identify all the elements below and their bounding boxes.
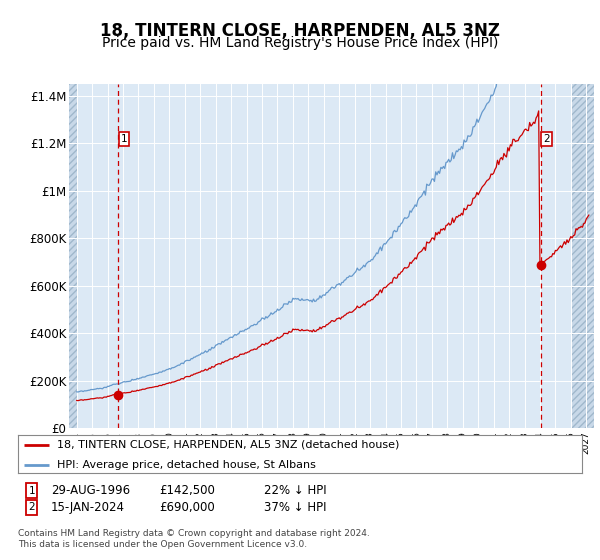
Bar	[571, 84, 594, 428]
Text: 2: 2	[544, 134, 550, 144]
Text: £142,500: £142,500	[159, 484, 215, 497]
Text: Price paid vs. HM Land Registry's House Price Index (HPI): Price paid vs. HM Land Registry's House …	[102, 36, 498, 50]
Text: 2: 2	[28, 502, 35, 512]
Text: HPI: Average price, detached house, St Albans: HPI: Average price, detached house, St A…	[58, 460, 316, 470]
Text: 37% ↓ HPI: 37% ↓ HPI	[264, 501, 326, 514]
Bar	[69, 84, 77, 428]
Text: 1: 1	[28, 486, 35, 496]
Text: 1: 1	[121, 134, 127, 144]
Text: 15-JAN-2024: 15-JAN-2024	[51, 501, 125, 514]
Bar	[69, 84, 77, 428]
Text: 18, TINTERN CLOSE, HARPENDEN, AL5 3NZ (detached house): 18, TINTERN CLOSE, HARPENDEN, AL5 3NZ (d…	[58, 440, 400, 450]
Bar	[571, 84, 594, 428]
Text: 22% ↓ HPI: 22% ↓ HPI	[264, 484, 326, 497]
Text: Contains HM Land Registry data © Crown copyright and database right 2024.
This d: Contains HM Land Registry data © Crown c…	[18, 529, 370, 549]
Text: 29-AUG-1996: 29-AUG-1996	[51, 484, 130, 497]
Text: 18, TINTERN CLOSE, HARPENDEN, AL5 3NZ: 18, TINTERN CLOSE, HARPENDEN, AL5 3NZ	[100, 22, 500, 40]
Text: £690,000: £690,000	[159, 501, 215, 514]
